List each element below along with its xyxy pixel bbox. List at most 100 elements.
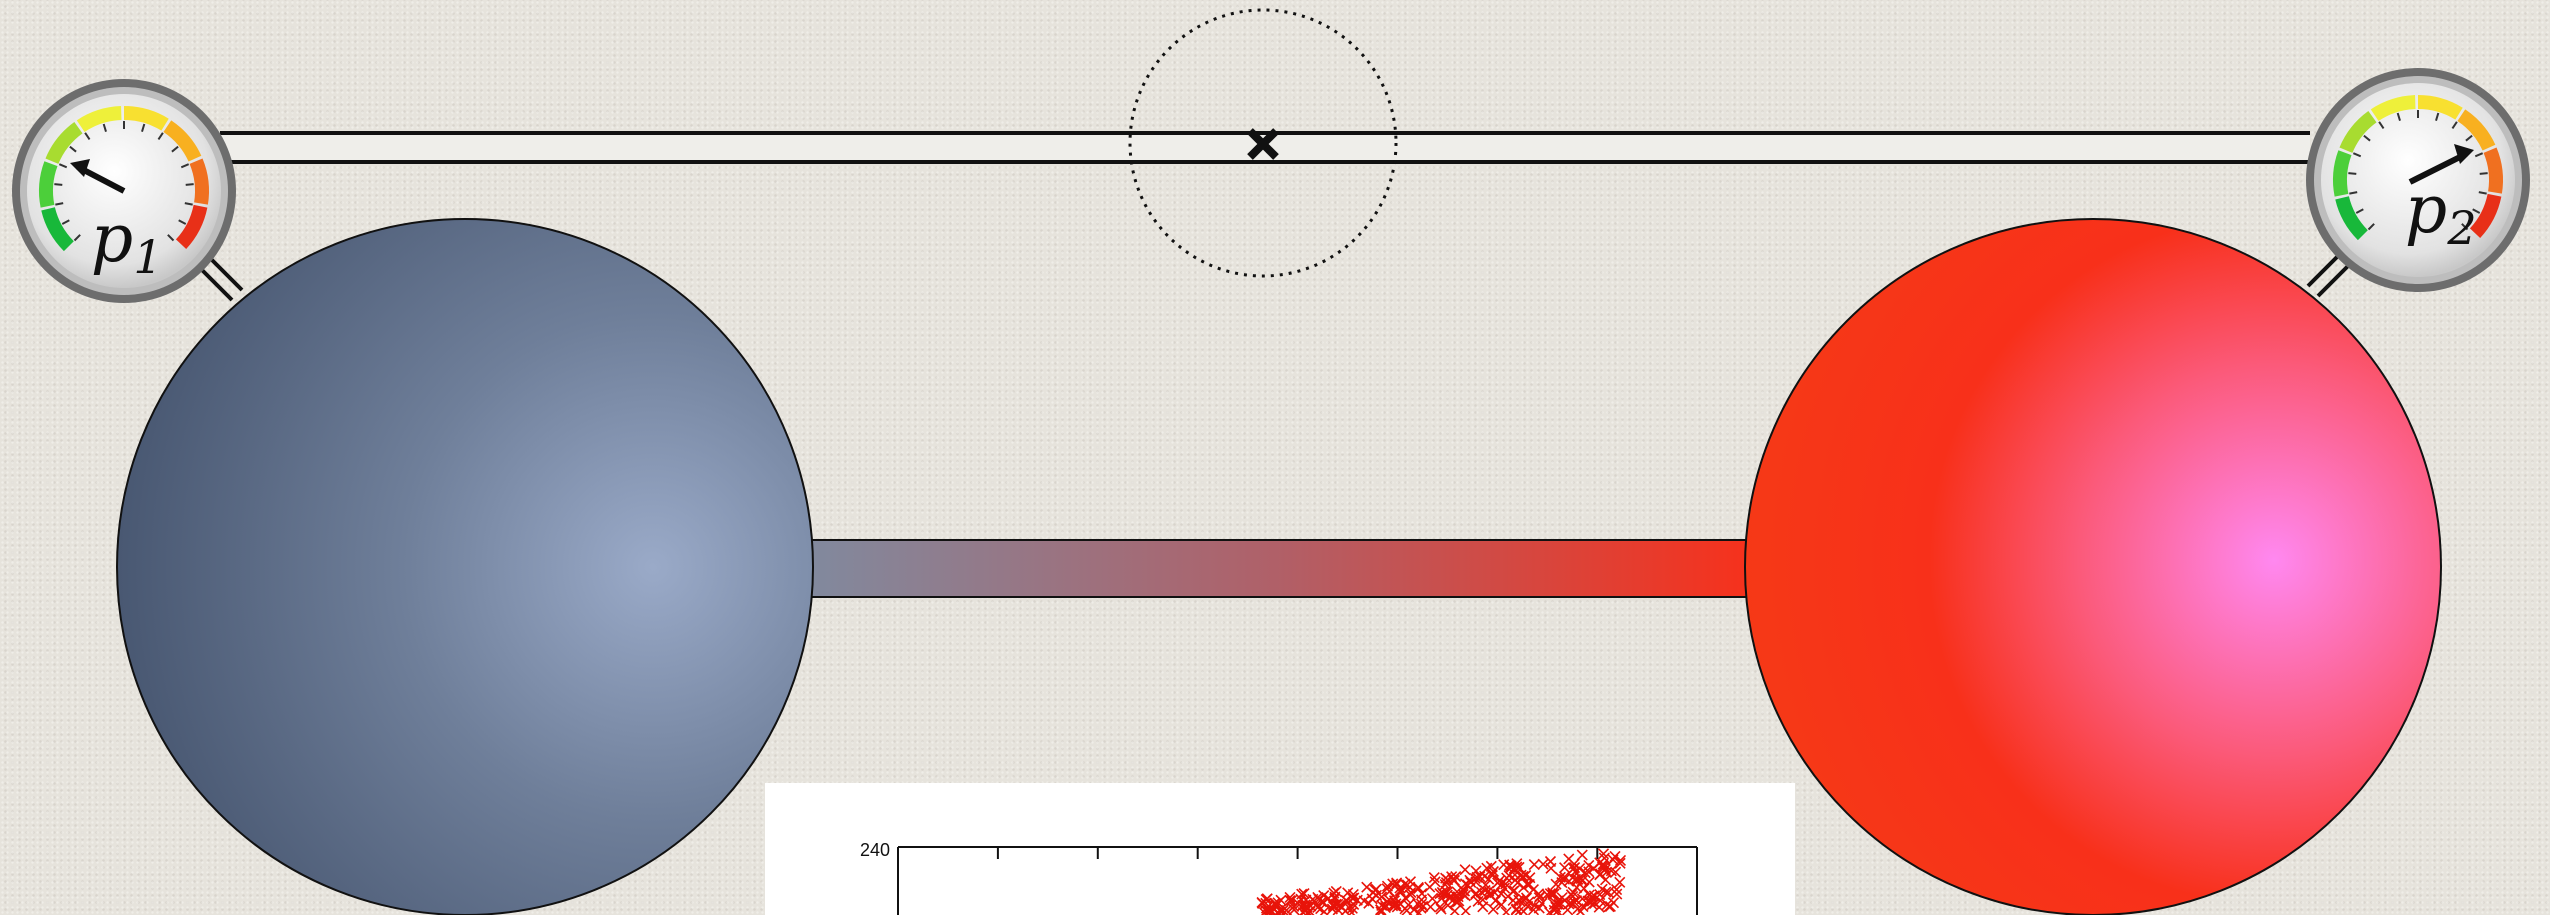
- svg-text:p: p: [91, 200, 133, 277]
- inset-plot-top-ticks: [996, 847, 1599, 859]
- gauge-scale-segment: [2483, 147, 2503, 194]
- gauge-tick: [2352, 152, 2362, 158]
- scatter-marker: [1508, 862, 1520, 874]
- scatter-marker: [1563, 898, 1575, 910]
- gauge-tick: [184, 202, 193, 206]
- scatter-marker: [1475, 886, 1487, 898]
- gauge-tick: [141, 123, 146, 132]
- scatter-marker: [1426, 893, 1438, 905]
- scatter-marker: [1301, 901, 1313, 913]
- scatter-marker: [1450, 870, 1462, 883]
- gauge-scale-segment: [2335, 196, 2368, 241]
- scatter-marker: [1428, 871, 1440, 884]
- left-gauge-subscript: 1: [133, 230, 162, 284]
- right-vessel: [1744, 218, 2442, 915]
- gauge-tick: [2474, 152, 2484, 158]
- scatter-marker: [1510, 903, 1523, 915]
- gauge-scale-segment: [2339, 111, 2377, 154]
- scatter-marker: [1346, 902, 1358, 914]
- inset-plot: 240: [765, 783, 1795, 915]
- gauge-tick: [58, 163, 68, 169]
- gauge-tick: [2465, 134, 2473, 142]
- scatter-marker: [1404, 876, 1417, 888]
- gauge-tick: [185, 183, 194, 186]
- left-gauge-scale: [39, 106, 209, 252]
- left-gauge-stub: [198, 256, 244, 302]
- scatter-marker: [1308, 895, 1320, 907]
- scatter-marker: [1569, 862, 1581, 874]
- gauge-tick: [84, 132, 91, 141]
- scatter-marker: [1500, 878, 1512, 890]
- gauge-tick: [69, 145, 77, 153]
- scatter-marker: [1600, 866, 1612, 878]
- inset-plot-markers: [1256, 848, 1627, 915]
- gauge-tick: [2378, 121, 2385, 130]
- gauge-tick: [157, 132, 164, 141]
- inset-plot-background: [765, 783, 1795, 915]
- scatter-marker: [1424, 901, 1437, 913]
- scatter-marker: [1528, 859, 1540, 871]
- right-gauge-needle: [2408, 151, 2468, 185]
- right-gauge-label: p: [2405, 171, 2447, 248]
- gauge-scale-segment: [2469, 193, 2502, 238]
- scatter-marker: [1413, 883, 1425, 895]
- scatter-marker: [1486, 867, 1498, 880]
- scatter-marker: [1610, 866, 1622, 878]
- gauge-tick: [102, 123, 107, 132]
- scatter-marker: [1470, 865, 1482, 877]
- scatter-marker: [1470, 876, 1482, 888]
- scatter-marker: [1395, 898, 1407, 910]
- scatter-marker: [1388, 895, 1401, 907]
- scatter-marker: [1593, 901, 1605, 913]
- scatter-marker: [1381, 880, 1394, 892]
- scatter-marker: [1284, 894, 1296, 907]
- scatter-marker: [1541, 888, 1553, 901]
- scatter-marker: [1614, 854, 1627, 866]
- scatter-marker: [1449, 905, 1461, 915]
- scatter-marker: [1436, 892, 1448, 905]
- gauge-scale-segment: [76, 106, 122, 133]
- scatter-marker: [1450, 896, 1462, 908]
- scatter-marker: [1440, 877, 1452, 889]
- scatter-marker: [1503, 870, 1515, 882]
- scatter-marker: [1330, 885, 1342, 898]
- scatter-marker: [1559, 862, 1571, 874]
- scatter-marker: [1498, 882, 1511, 894]
- valve[interactable]: [1128, 8, 1398, 278]
- left-gauge-label: p: [91, 200, 133, 277]
- scatter-marker: [1459, 890, 1471, 902]
- scatter-marker: [1507, 894, 1519, 906]
- scatter-marker: [1521, 878, 1533, 891]
- scatter-marker: [1284, 891, 1296, 903]
- scatter-marker: [1604, 900, 1616, 913]
- right-gauge-scale: [2333, 95, 2503, 241]
- scatter-marker: [1537, 858, 1549, 870]
- gauge-scale-segment: [2370, 95, 2416, 122]
- scatter-marker: [1459, 864, 1471, 876]
- scatter-marker: [1263, 906, 1275, 915]
- scatter-marker: [1292, 897, 1304, 909]
- scatter-marker: [1261, 893, 1273, 905]
- scatter-marker: [1567, 886, 1579, 898]
- scatter-marker: [1351, 894, 1363, 906]
- scatter-marker: [1527, 904, 1540, 915]
- left-pressure-gauge: p 1: [12, 79, 236, 303]
- gauge-scale-segment: [175, 204, 208, 249]
- gauge-scale-segment: [2417, 95, 2463, 120]
- scatter-marker: [1495, 899, 1508, 911]
- gauge-tick: [2355, 208, 2364, 214]
- svg-text:p: p: [2405, 171, 2447, 248]
- gauge-tick: [2435, 112, 2440, 121]
- scatter-marker: [1611, 883, 1623, 896]
- scatter-marker: [1415, 902, 1427, 914]
- gauge-tick: [178, 219, 187, 225]
- gauge-tick: [2349, 191, 2358, 195]
- scatter-marker: [1597, 848, 1610, 860]
- gauge-tick: [167, 234, 175, 242]
- right-pressure-gauge: p 2: [2306, 68, 2530, 292]
- right-gauge-stub: [2306, 252, 2352, 298]
- scatter-marker: [1498, 859, 1510, 871]
- scatter-marker: [1479, 884, 1491, 897]
- scatter-marker: [1271, 899, 1283, 911]
